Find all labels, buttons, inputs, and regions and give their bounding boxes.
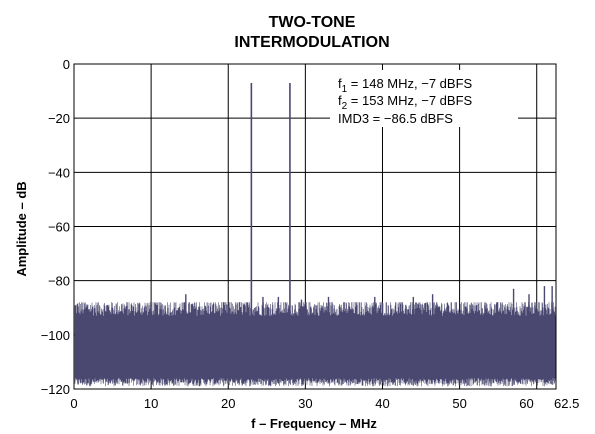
spurs [185, 286, 553, 335]
x-tick-label: 0 [70, 396, 77, 411]
f2-annotation-sub: 2 [342, 101, 348, 112]
x-ticks: 0 10 20 30 40 50 60 62.5 [70, 396, 579, 411]
chart-title-line1: TWO-TONE [269, 14, 356, 31]
f1-annotation: f1 = 148 MHz, −7 dBFS [338, 76, 473, 95]
x-axis-label: f – Frequency – MHz [251, 416, 377, 431]
f2-annotation-prefix: f [338, 93, 342, 108]
y-tick-label: −80 [48, 274, 70, 289]
noise-floor [74, 302, 556, 387]
y-tick-label: −60 [48, 220, 70, 235]
noise-band [75, 321, 555, 368]
x-tick-label: 40 [375, 396, 389, 411]
y-axis-label: Amplitude – dB [14, 181, 29, 276]
imd3-annotation: IMD3 = −86.5 dBFS [338, 111, 453, 126]
y-tick-label: −20 [48, 111, 70, 126]
x-tick-label: 20 [221, 396, 235, 411]
y-tick-label: −100 [41, 328, 70, 343]
x-tick-label: 10 [144, 396, 158, 411]
chart-title-line2: INTERMODULATION [234, 34, 389, 51]
x-tick-label: 62.5 [554, 396, 579, 411]
y-ticks: 0 −20 −40 −60 −80 −100 −120 [41, 57, 70, 397]
tones [250, 82, 291, 335]
x-tick-label: 30 [298, 396, 312, 411]
plot-frame [73, 63, 557, 390]
y-tick-label: −40 [48, 165, 70, 180]
f1-annotation-prefix: f [338, 76, 342, 91]
f2-annotation-text: = 153 MHz, −7 dBFS [347, 93, 472, 108]
y-tick-label: 0 [63, 57, 70, 72]
y-tick-label: −120 [41, 382, 70, 397]
x-tick-label: 60 [519, 396, 533, 411]
f1-annotation-text: = 148 MHz, −7 dBFS [347, 76, 472, 91]
f1-annotation-sub: 1 [342, 84, 348, 95]
x-tick-label: 50 [452, 396, 466, 411]
f2-annotation: f2 = 153 MHz, −7 dBFS [338, 93, 473, 112]
annotation-box: f1 = 148 MHz, −7 dBFS f2 = 153 MHz, −7 d… [330, 70, 518, 127]
